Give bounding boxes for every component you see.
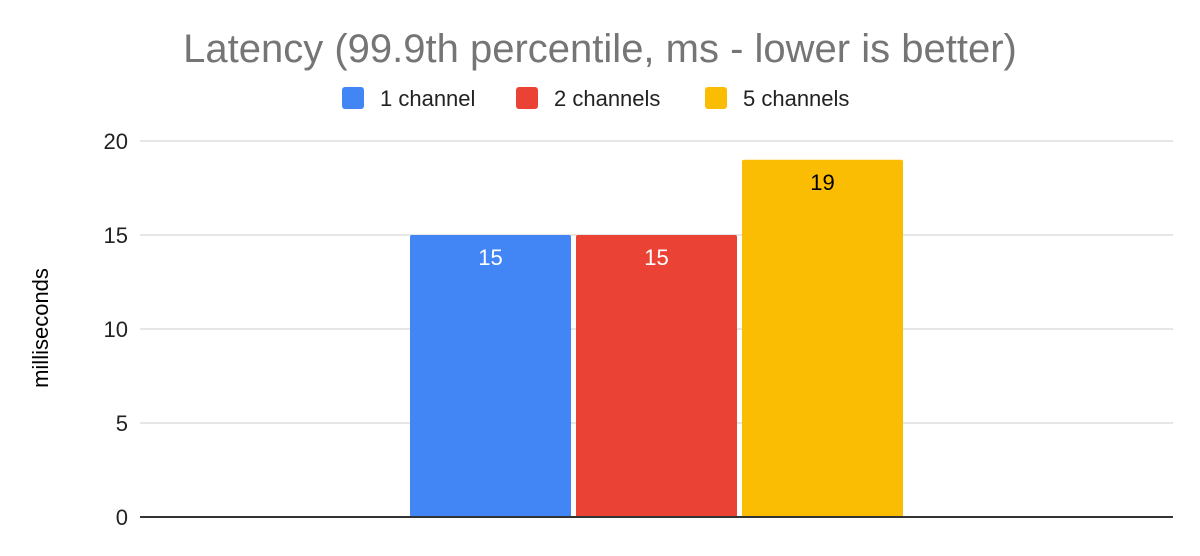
bar-1-channel: [410, 235, 571, 517]
legend-label: 2 channels: [554, 86, 660, 111]
legend-swatch: [342, 87, 364, 109]
bar-value-label: 19: [810, 170, 834, 195]
data-labels: 15 15 19: [478, 170, 834, 270]
bar-value-label: 15: [478, 245, 502, 270]
y-axis-ticks: 0 5 10 15 20: [104, 129, 128, 530]
legend-label: 1 channel: [380, 86, 475, 111]
legend-item: 1 channel: [342, 86, 475, 111]
y-tick-label: 5: [116, 411, 128, 436]
chart-title: Latency (99.9th percentile, ms - lower i…: [183, 27, 1017, 71]
legend-swatch: [705, 87, 727, 109]
legend: 1 channel 2 channels 5 channels: [342, 86, 849, 111]
bar-2-channels: [576, 235, 737, 517]
y-tick-label: 10: [104, 317, 128, 342]
legend-item: 5 channels: [705, 86, 849, 111]
bars: [410, 159, 903, 518]
y-axis-label: milliseconds: [28, 268, 53, 388]
y-tick-label: 15: [104, 223, 128, 248]
y-tick-label: 20: [104, 129, 128, 154]
y-tick-label: 0: [116, 505, 128, 530]
bar-value-label: 15: [644, 245, 668, 270]
legend-swatch: [516, 87, 538, 109]
legend-label: 5 channels: [743, 86, 849, 111]
legend-item: 2 channels: [516, 86, 660, 111]
bar-5-channels: [742, 159, 903, 518]
